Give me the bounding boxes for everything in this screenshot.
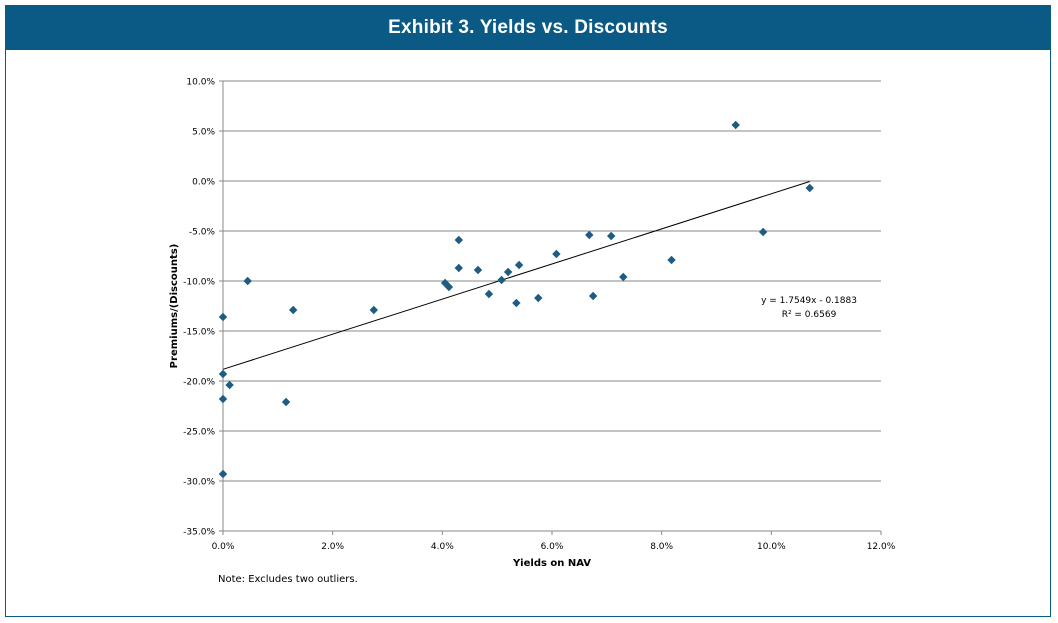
data-point [454,263,463,273]
data-point [552,249,561,259]
data-point [288,305,298,315]
y-tick-label: -5.0% [189,228,216,238]
data-point [758,227,768,237]
y-tick-label: -35.0% [183,528,215,538]
data-point [585,230,594,240]
x-tick-label: 10.0% [757,542,786,552]
trendline-equation: y = 1.7549x - 0.1883 [761,296,857,306]
y-tick-label: -20.0% [183,378,215,388]
x-tick-label: 8.0% [650,542,673,552]
data-point [588,291,598,301]
trendline-r2: R² = 0.6569 [782,310,837,320]
exhibit-title: Exhibit 3. Yields vs. Discounts [6,6,1050,50]
exhibit-frame: Exhibit 3. Yields vs. Discounts [5,5,1051,617]
data-point [805,183,814,193]
x-tick-label: 0.0% [212,542,235,552]
data-point [218,312,228,322]
y-axis-title: Premiums/(Discounts) [169,244,180,369]
data-point [369,305,378,315]
y-tick-label: -15.0% [183,328,215,338]
data-point [281,397,291,407]
y-tick-label: -10.0% [183,278,215,288]
y-tick-label: 0.0% [192,178,215,188]
data-point [218,394,228,404]
x-axis-title: Yields on NAV [512,558,591,569]
data-point [497,275,506,285]
y-tick-label: 10.0% [186,78,215,88]
x-tick-label: 4.0% [431,542,454,552]
data-point [619,272,628,282]
data-point [514,260,524,270]
data-point [667,255,676,265]
data-point [731,120,740,130]
trendline [222,181,810,370]
data-point [454,235,463,245]
y-tick-label: -30.0% [183,478,215,488]
data-point [473,265,483,275]
data-point [444,282,454,292]
x-tick-label: 2.0% [321,542,344,552]
chart-note: Note: Excludes two outliers. [218,574,358,585]
data-point [243,276,252,286]
x-tick-label: 12.0% [867,542,896,552]
data-point [503,267,513,277]
y-tick-label: -25.0% [183,428,215,438]
data-point [484,289,494,299]
data-point [512,298,521,308]
data-point [225,380,234,390]
data-point [534,293,543,303]
data-point [218,469,228,479]
data-point [218,369,228,379]
x-tick-label: 6.0% [541,542,564,552]
data-point [607,231,616,241]
y-tick-label: 5.0% [192,128,215,138]
